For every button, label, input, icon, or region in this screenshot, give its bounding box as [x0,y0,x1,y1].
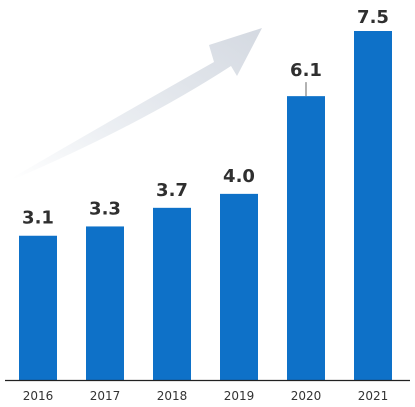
trend-arrow-icon [12,28,262,180]
x-tick-label-2016: 2016 [23,389,54,403]
x-tick-label-2018: 2018 [157,389,188,403]
value-label-2021: 7.5 [357,7,389,28]
x-tick-label-2020: 2020 [291,389,322,403]
value-label-2020: 6.1 [290,60,322,81]
x-tick-label-2021: 2021 [358,389,389,403]
x-tick-label-2019: 2019 [224,389,255,403]
bar-2016 [19,235,57,380]
bar-2017 [86,226,124,380]
x-tick-label-2017: 2017 [90,389,121,403]
value-label-2019: 4.0 [223,166,255,187]
bar-2018 [153,207,191,380]
value-label-2017: 3.3 [89,198,121,219]
bar-2020 [287,96,325,380]
value-label-2018: 3.7 [156,180,188,201]
value-label-2016: 3.1 [22,208,54,229]
bar-2021 [354,31,392,380]
bar-2019 [220,193,258,380]
